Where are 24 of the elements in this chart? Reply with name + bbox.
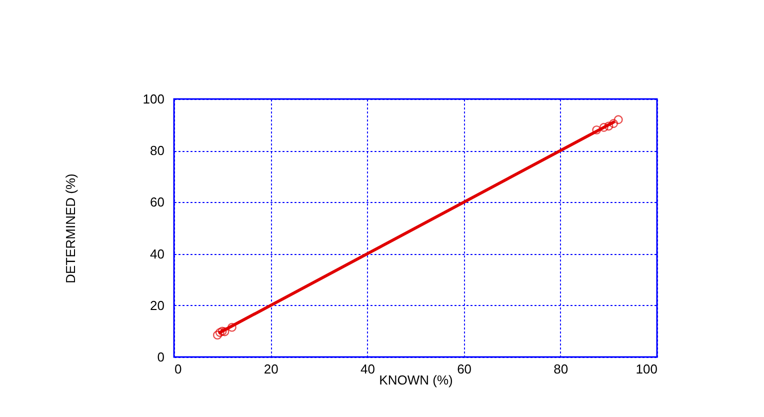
y-tick-label: 100 [142,92,164,106]
point [220,327,230,336]
point [609,119,618,128]
point [614,115,623,124]
x-tick-label: 20 [264,362,278,376]
x-axis-title: KNOWN (%) [379,372,453,388]
point [215,328,224,337]
x-tick-label: 100 [636,362,658,376]
y-axis-title: DETERMINED (%) [62,174,78,284]
y-tick-label: 60 [150,194,164,210]
point [592,125,602,134]
y-tick-label: 0 [157,350,164,364]
x-tick-label: 0 [174,362,182,376]
x-tick-label: 80 [554,362,568,376]
x-tick-label: 40 [360,362,375,376]
point [599,122,608,132]
point [218,326,227,336]
x-tick-label: 60 [457,362,472,376]
point [212,330,222,340]
point [604,122,614,131]
y-tick-label: 20 [150,298,164,313]
y-tick-label: 80 [150,143,164,158]
y-tick-label: 40 [150,246,164,262]
point [227,322,236,332]
